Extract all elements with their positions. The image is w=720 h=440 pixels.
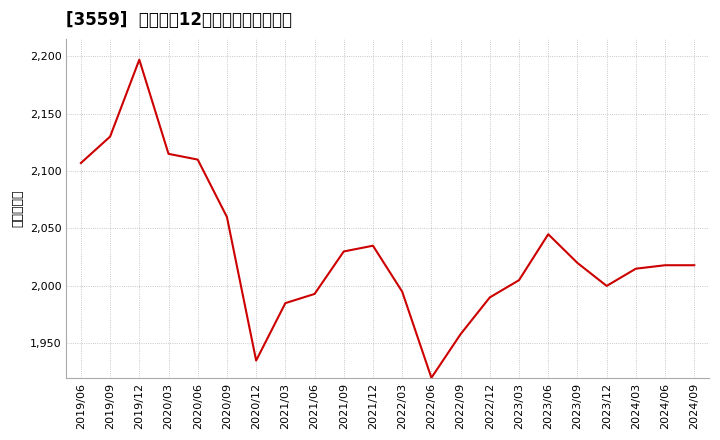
Text: [3559]  売上高の12か月移動合計の推移: [3559] 売上高の12か月移動合計の推移 bbox=[66, 11, 292, 29]
Y-axis label: （百万円）: （百万円） bbox=[11, 190, 24, 227]
